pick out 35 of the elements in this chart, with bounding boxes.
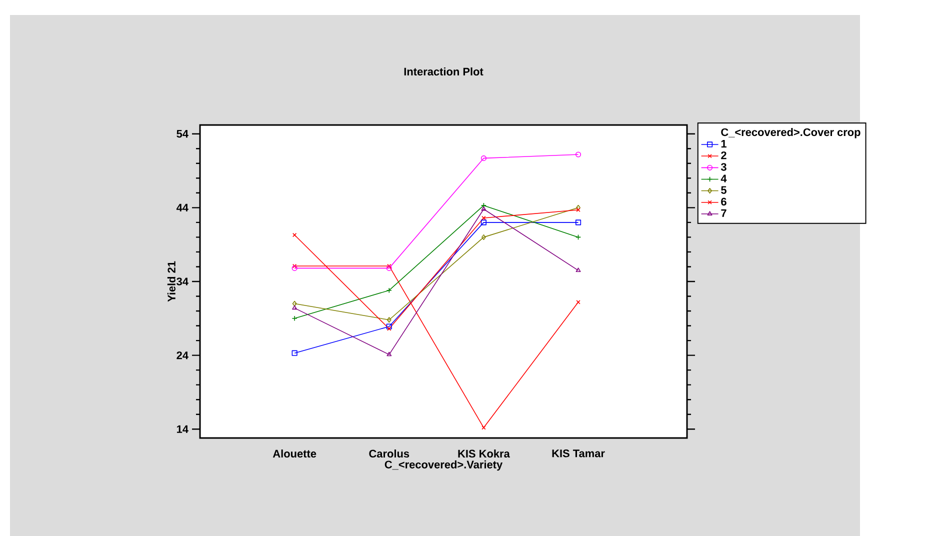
- legend-label: 7: [721, 209, 726, 217]
- legend-label: 2: [721, 151, 726, 160]
- point: [386, 317, 392, 323]
- point: [480, 220, 486, 226]
- legend-label: 1: [721, 140, 726, 148]
- point: [482, 234, 486, 240]
- point: [387, 326, 392, 331]
- legend-label: 4: [720, 174, 727, 182]
- y-tick-label: 24: [176, 351, 188, 360]
- point: [480, 155, 486, 161]
- x-axis-title: C_<recovered>.Variety: [384, 460, 503, 471]
- point: [481, 206, 486, 211]
- chart-title: Interaction Plot: [404, 67, 484, 76]
- point: [482, 216, 486, 220]
- y-axis-title: Yield 21: [167, 261, 176, 302]
- point: [387, 264, 392, 268]
- y-tick-label: 44: [176, 204, 188, 212]
- x-tick-label: KIS Kokra: [458, 450, 510, 458]
- point: [292, 350, 298, 356]
- legend-title: C_<recovered>.Cover crop: [721, 128, 860, 138]
- point: [575, 220, 582, 226]
- y-tick-label: 54: [176, 130, 188, 138]
- x-tick-label: KIS Tamar: [552, 450, 605, 458]
- y-tick-label: 34: [176, 278, 188, 286]
- x-tick-label: Carolus: [369, 450, 410, 458]
- point: [386, 265, 392, 271]
- point: [482, 426, 486, 430]
- legend-label: 5: [721, 186, 726, 194]
- point: [386, 324, 392, 330]
- point: [386, 352, 392, 356]
- legend-label: 3: [720, 163, 726, 171]
- y-tick-label: 14: [176, 425, 188, 433]
- legend-label: 6: [721, 198, 726, 206]
- point: [386, 288, 392, 294]
- x-tick-label: Alouette: [272, 450, 316, 458]
